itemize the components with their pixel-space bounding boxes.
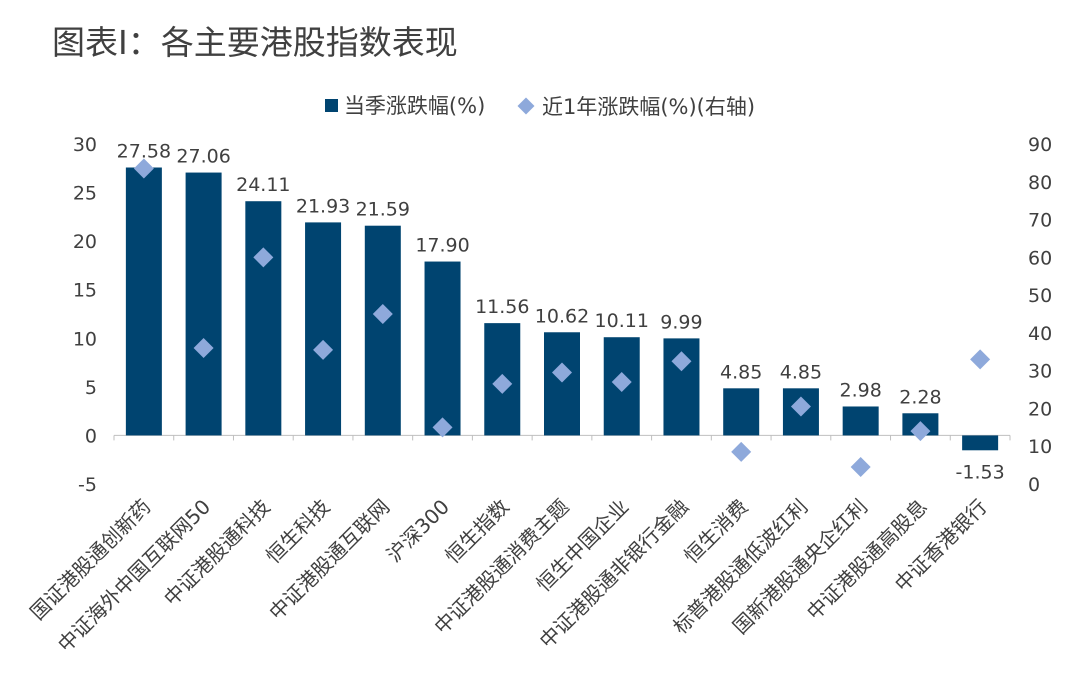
chart-legend: 当季涨跌幅(%) 近1年涨跌幅(%)(右轴) bbox=[0, 90, 1080, 121]
bar-data-label: 9.99 bbox=[660, 311, 702, 333]
y-right-tick-label: 40 bbox=[1028, 323, 1052, 345]
x-category-label: 沪深300 bbox=[382, 495, 454, 567]
y-right-tick-label: 50 bbox=[1028, 285, 1052, 307]
y-left-tick-label: 20 bbox=[73, 231, 97, 253]
bar-data-label: 24.11 bbox=[236, 174, 290, 196]
diamond-marker bbox=[432, 417, 453, 438]
y-left-tick-label: 25 bbox=[73, 183, 97, 205]
bar-data-label: 21.59 bbox=[356, 199, 410, 221]
bar-data-label: 27.58 bbox=[117, 141, 171, 163]
bar-data-label: 2.28 bbox=[899, 386, 941, 408]
bar-data-label: 27.06 bbox=[176, 146, 230, 168]
bar bbox=[544, 332, 580, 436]
diamond-marker bbox=[193, 338, 214, 358]
diamond-marker bbox=[850, 457, 871, 477]
diamond-marker bbox=[253, 247, 274, 268]
bar-data-label: 21.93 bbox=[296, 195, 350, 217]
legend-item-marker: 近1年涨跌幅(%)(右轴) bbox=[516, 91, 755, 121]
bar-data-label: -1.53 bbox=[956, 461, 1005, 483]
diamond-marker bbox=[372, 304, 393, 324]
bar bbox=[364, 225, 401, 436]
bar-data-label: 10.11 bbox=[595, 310, 649, 332]
y-left-tick-label: 15 bbox=[73, 280, 97, 302]
y-left-tick-label: 0 bbox=[85, 425, 97, 447]
y-left-tick-label: 5 bbox=[85, 377, 97, 399]
diamond-marker bbox=[611, 372, 632, 392]
legend-bar-label: 当季涨跌幅(%) bbox=[343, 94, 486, 118]
legend-marker-label: 近1年涨跌幅(%)(右轴) bbox=[541, 94, 756, 119]
x-category-label: 中证港股通科技 bbox=[159, 495, 275, 611]
bar bbox=[424, 261, 461, 436]
bar-data-label: 4.85 bbox=[780, 361, 822, 383]
chart-title: 图表Ⅰ：各主要港股指数表现 bbox=[52, 23, 458, 62]
diamond-marker bbox=[970, 349, 991, 370]
bar-data-label: 17.90 bbox=[415, 235, 469, 257]
y-right-tick-label: 60 bbox=[1028, 247, 1052, 269]
diamond-marker bbox=[671, 351, 692, 372]
y-left-tick-label: -5 bbox=[78, 474, 97, 496]
bar-data-label: 2.98 bbox=[840, 379, 882, 401]
y-left-tick-label: 30 bbox=[73, 134, 97, 156]
y-right-tick-label: 0 bbox=[1028, 474, 1040, 496]
diamond-marker bbox=[313, 339, 334, 360]
y-right-tick-label: 90 bbox=[1028, 134, 1052, 156]
bar bbox=[723, 388, 760, 436]
diamond-marker bbox=[133, 158, 154, 179]
bar bbox=[962, 435, 999, 451]
y-right-tick-label: 30 bbox=[1028, 361, 1052, 383]
y-left-tick-label: 10 bbox=[73, 328, 97, 350]
bar bbox=[185, 172, 222, 436]
bar bbox=[245, 201, 282, 436]
legend-item-bar: 当季涨跌幅(%) bbox=[324, 90, 486, 120]
diamond-marker bbox=[910, 421, 931, 442]
bar bbox=[842, 406, 879, 436]
y-right-tick-label: 10 bbox=[1028, 436, 1052, 458]
bar-data-label: 4.85 bbox=[720, 361, 762, 383]
diamond-marker bbox=[731, 441, 752, 462]
diamond-marker bbox=[552, 362, 572, 383]
bar bbox=[305, 222, 342, 436]
y-right-tick-label: 70 bbox=[1028, 210, 1052, 232]
bar-data-label: 10.62 bbox=[535, 305, 589, 327]
y-right-tick-label: 80 bbox=[1028, 172, 1052, 194]
diamond-marker bbox=[790, 396, 811, 417]
bar bbox=[125, 167, 162, 436]
diamond-marker bbox=[492, 373, 513, 394]
bar-data-label: 11.56 bbox=[475, 296, 529, 318]
y-right-tick-label: 20 bbox=[1028, 398, 1052, 420]
legend-bar-swatch bbox=[324, 98, 338, 112]
